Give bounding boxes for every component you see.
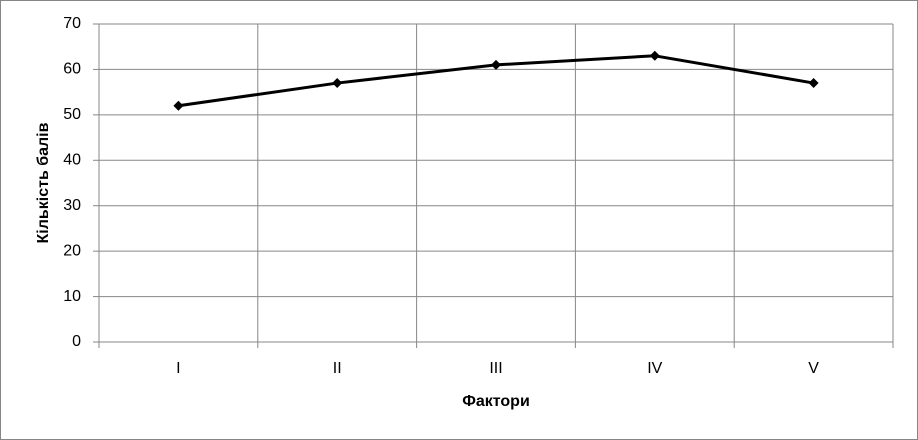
y-tick-label: 30 — [63, 197, 81, 214]
y-tick-label: 70 — [63, 15, 81, 32]
y-tick-label: 60 — [63, 61, 81, 78]
y-tick-label: 20 — [63, 242, 81, 259]
x-tick-label: II — [333, 360, 342, 377]
y-tick-label: 40 — [63, 152, 81, 169]
data-point — [808, 78, 819, 89]
y-axis-title: Кількість балів — [35, 122, 52, 243]
data-point — [649, 50, 660, 61]
x-tick-label: I — [176, 360, 180, 377]
x-axis-title: Фактори — [462, 393, 530, 410]
x-tick-label: III — [489, 360, 502, 377]
data-point — [491, 59, 501, 70]
data-point — [332, 78, 343, 89]
y-tick-label: 0 — [72, 333, 81, 350]
data-point — [173, 100, 184, 111]
y-tick-label: 10 — [63, 288, 81, 305]
x-tick-label: V — [808, 360, 819, 377]
y-tick-label: 50 — [63, 106, 81, 123]
x-tick-label: IV — [647, 360, 662, 377]
